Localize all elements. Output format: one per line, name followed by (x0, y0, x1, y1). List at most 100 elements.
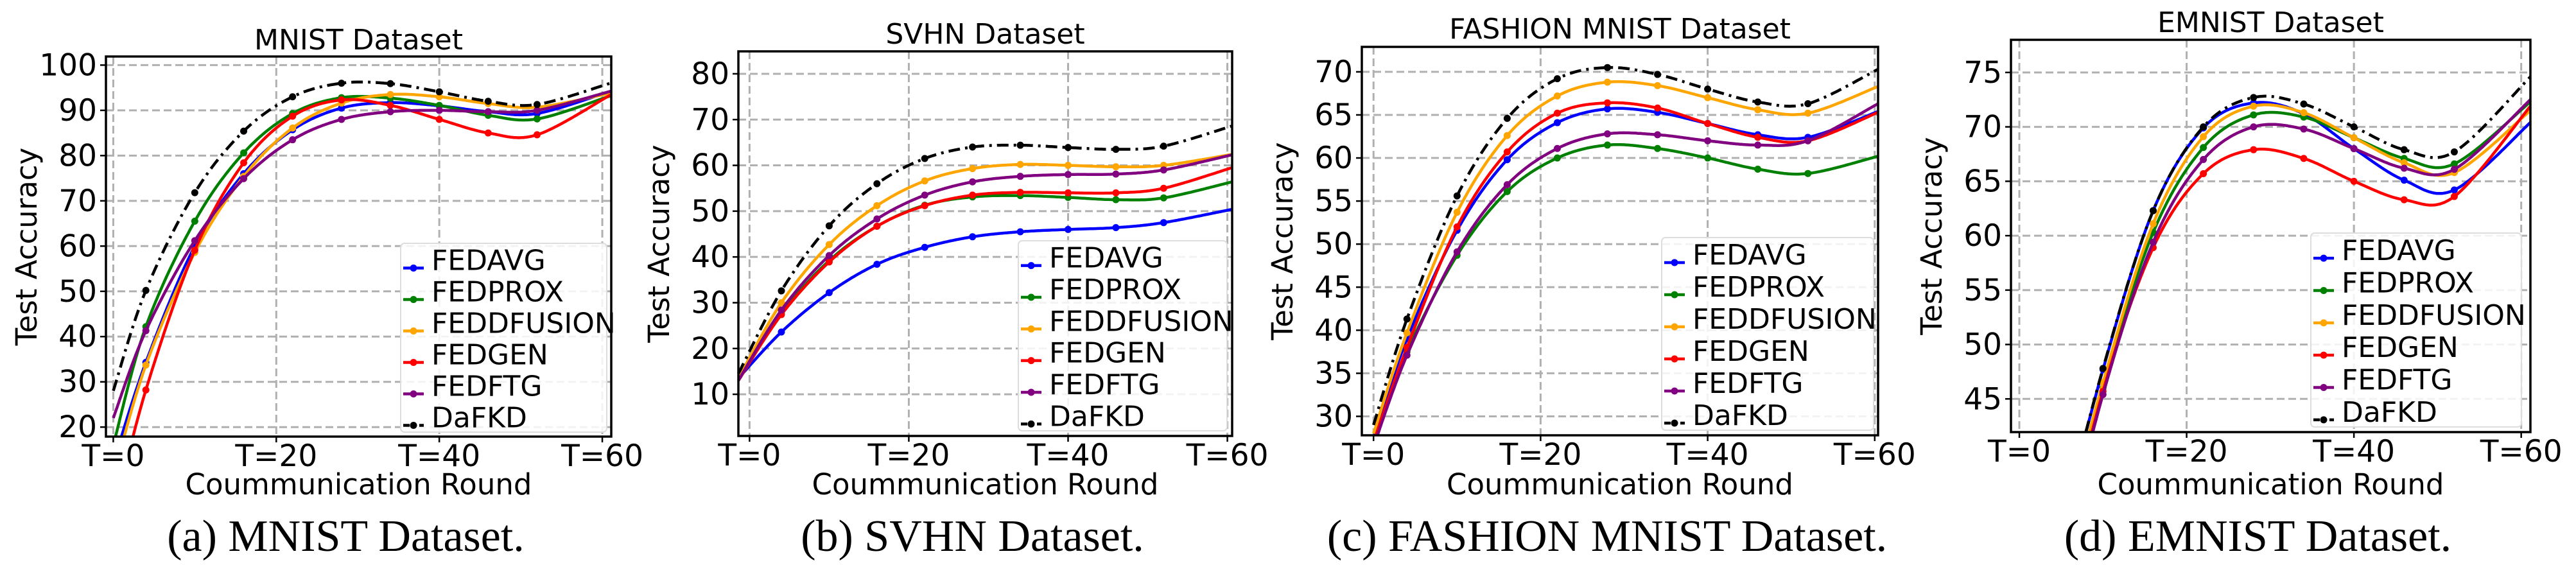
legend-marker-fedftg (1027, 388, 1035, 396)
legend-label: DaFKD (2342, 396, 2437, 429)
x-tick-label: T=20 (234, 439, 317, 474)
legend-marker-feddfusion (1671, 323, 1678, 331)
data-point-fedftg (240, 175, 248, 182)
data-point-fedgen (1603, 99, 1611, 107)
y-tick-label: 30 (58, 365, 97, 400)
data-point-fedftg (921, 191, 928, 199)
legend-label: FEDDFUSION (431, 308, 616, 340)
data-point-feddfusion (1403, 329, 1411, 336)
y-tick-label: 55 (1314, 184, 1353, 219)
x-tick-label: T=60 (1186, 438, 1269, 473)
series-line-dafkd (112, 80, 611, 392)
data-point-feddfusion (435, 93, 443, 101)
legend-label: FEDPROX (2342, 267, 2474, 300)
data-point-dafkd (2350, 123, 2358, 131)
data-point-fedftg (1403, 351, 1411, 359)
data-point-fedgen (1553, 109, 1561, 117)
data-point-fedavg (2400, 177, 2408, 184)
data-point-fedgen (969, 191, 977, 199)
data-point-dafkd (387, 80, 394, 87)
data-point-fedftg (2350, 144, 2358, 152)
legend-marker-fedgen (1027, 357, 1035, 365)
data-point-dafkd (2200, 123, 2207, 131)
data-point-feddfusion (387, 91, 394, 98)
series-group (737, 125, 1233, 381)
data-point-fedavg (1016, 228, 1024, 236)
x-axis-label: Coummunication Round (186, 467, 532, 501)
data-point-fedavg (338, 104, 345, 112)
data-point-fedprox (2200, 144, 2207, 152)
y-tick-label: 50 (1963, 327, 2002, 363)
legend-marker-fedprox (1671, 291, 1678, 299)
data-point-dafkd (1112, 146, 1120, 153)
data-point-fedgen (387, 101, 394, 109)
data-point-feddfusion (289, 124, 297, 132)
data-point-fedprox (2450, 160, 2458, 168)
data-point-dafkd (825, 222, 833, 230)
y-tick-label: 65 (1963, 164, 2002, 199)
y-tick-label: 40 (691, 239, 729, 275)
x-tick-label: T=20 (867, 438, 950, 473)
series-group (1372, 64, 1879, 437)
series-line-fedftg (1376, 102, 1879, 436)
y-tick-label: 50 (58, 274, 97, 309)
data-point-fedftg (533, 107, 541, 114)
data-point-dafkd (921, 155, 928, 162)
legend-marker-feddfusion (1027, 325, 1035, 333)
y-axis-label: Test Accuracy (1915, 137, 1949, 335)
data-point-dafkd (2250, 94, 2258, 101)
legend-label: FEDFTG (2342, 364, 2453, 397)
data-point-feddfusion (873, 202, 881, 209)
data-point-fedftg (1016, 173, 1024, 180)
chart-title: SVHN Dataset (885, 18, 1084, 51)
x-tick-label: T=40 (397, 439, 480, 474)
legend-label: FEDGEN (431, 339, 548, 372)
data-point-feddfusion (1453, 209, 1461, 216)
data-point-fedftg (1603, 130, 1611, 137)
series-line-fedftg (2091, 98, 2532, 433)
data-point-fedprox (1654, 144, 1662, 152)
data-point-fedprox (1754, 165, 1762, 173)
data-point-dafkd (1064, 144, 1072, 152)
data-point-fedftg (1453, 248, 1461, 256)
data-point-fedftg (387, 108, 394, 116)
data-point-fedprox (435, 101, 443, 109)
legend-label: FEDDFUSION (2342, 299, 2526, 332)
data-point-dafkd (2099, 365, 2107, 372)
y-tick-label: 70 (1314, 55, 1353, 90)
legend-marker-fedftg (2320, 384, 2328, 391)
legend-label: FEDFTG (1693, 367, 1804, 400)
legend-label: FEDGEN (1693, 335, 1809, 368)
y-tick-label: 45 (1314, 270, 1353, 305)
data-point-fedftg (2400, 164, 2408, 172)
y-tick-label: 70 (1963, 110, 2002, 145)
y-tick-label: 30 (691, 285, 729, 320)
data-point-dafkd (1754, 98, 1762, 106)
data-point-fedavg (1112, 224, 1120, 232)
legend-box (2310, 232, 2522, 428)
data-point-feddfusion (2200, 133, 2207, 141)
x-tick-label: T=20 (1499, 437, 1581, 473)
data-point-feddfusion (2350, 134, 2358, 142)
chart-panel: 30 35 40 45 50 55 60 65 70 T=0 T=20 T=40 T=60 FASHION… (1266, 13, 1916, 561)
data-point-feddfusion (1016, 161, 1024, 168)
data-point-fedftg (2099, 391, 2107, 399)
data-point-fedgen (1704, 119, 1712, 127)
x-tick-label: T=40 (2312, 434, 2395, 469)
x-axis-label: Coummunication Round (2098, 467, 2444, 501)
data-point-feddfusion (1704, 94, 1712, 101)
data-point-fedgen (2450, 193, 2458, 200)
data-point-fedftg (1553, 144, 1561, 152)
data-point-fedftg (435, 107, 443, 114)
y-tick-label: 60 (1314, 141, 1353, 176)
data-point-fedftg (969, 178, 977, 186)
y-tick-label: 65 (1314, 98, 1353, 133)
figure-caption: (c) FASHION MNIST Dataset. (1327, 512, 1887, 561)
y-tick-label: 100 (39, 48, 97, 83)
x-tick-label: T=0 (81, 439, 144, 474)
legend-label: FEDAVG (1049, 242, 1163, 275)
